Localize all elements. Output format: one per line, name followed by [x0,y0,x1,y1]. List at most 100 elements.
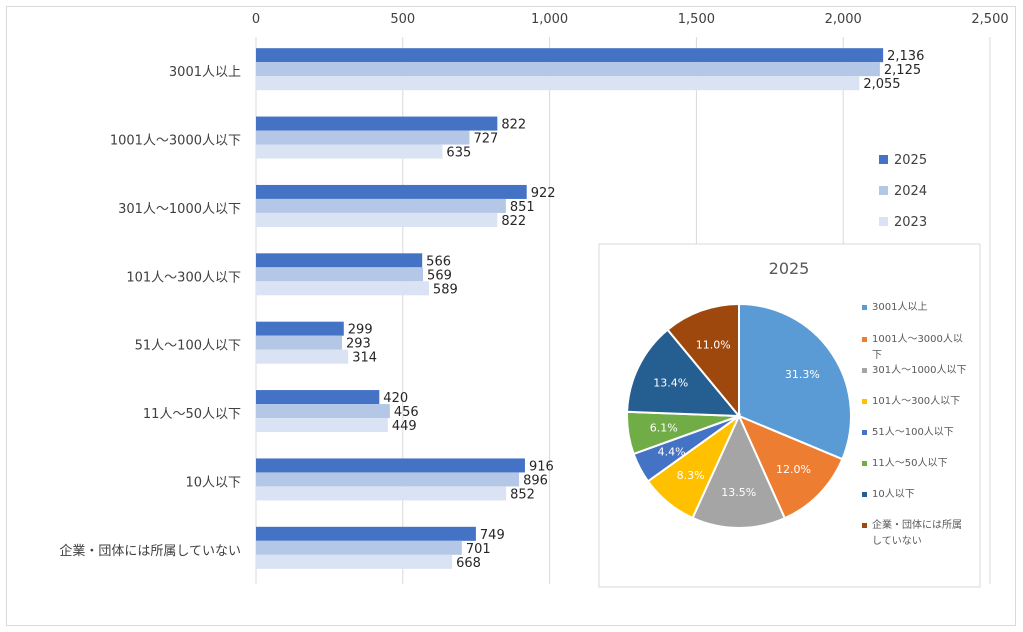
bar-2025 [256,390,380,405]
pie-value-label: 8.3% [677,469,705,482]
legend-swatch-2025 [879,155,888,164]
pie-value-label: 12.0% [776,463,811,476]
pie-legend-swatch [862,523,867,528]
pie-legend-label: 1001人～3000人以 [872,333,963,345]
bar-value-label: 822 [501,214,526,229]
pie-legend: 3001人以上 1001人～3000人以下 301人～1000人以下 101人～300… [862,301,967,547]
bar-2025 [256,48,884,63]
bar-2025 [256,526,476,541]
x-tick-label: 1,000 [531,12,568,27]
bar-2023 [256,418,388,433]
category-label: 企業・団体には所属していない [59,543,241,559]
pie-value-label: 31.3% [785,368,820,381]
bar-value-label: 2,055 [863,77,900,92]
pie-slice [691,413,787,529]
pie-legend-label: 企業・団体には所属 [872,518,962,531]
bar-2025 [256,253,423,268]
legend-swatch-2024 [879,186,888,195]
category-label: 101人～300人以下 [126,270,241,285]
category-label: 301人～1000人以下 [118,202,241,217]
pie-legend-label: していない [872,535,922,547]
category-label: 11人～50人以下 [143,407,241,422]
legend-label: 2025 [894,153,927,168]
pie-slice [737,414,844,520]
bar-value-label: 420 [383,391,408,406]
bar-value-label: 701 [466,542,491,557]
bar-2025 [256,458,525,473]
legend-swatch-2023 [879,217,888,226]
pie-legend-swatch [862,337,867,342]
legend-label: 2024 [894,184,927,199]
bar-2025 [256,321,344,336]
pie-legend-swatch [862,399,867,404]
pie-legend-label: 101人～300人以下 [872,395,960,407]
pie-value-labels: 31.3% 12.0% 13.5% 8.3% 4.4% 6.1% 13.4% 11.0% [650,338,820,499]
pie-legend-label: 下 [872,350,882,361]
bar-2024 [256,404,390,419]
bar-2023 [256,144,443,159]
bar-2023 [256,212,498,227]
bar-value-label: 822 [501,118,526,133]
pie-title: 2025 [769,259,810,278]
pie-legend-swatch [862,368,867,373]
pie-legend-label: 301人～1000人以下 [872,364,967,376]
bar-2023 [256,554,453,569]
x-tick-label: 2,500 [971,12,1008,27]
y-axis: 3001人以上 1001人～3000人以下 301人～1000人以下 101人～300… [59,37,257,584]
x-tick-label: 1,500 [678,12,715,27]
bar-value-label: 2,125 [884,63,921,78]
bar-2023 [256,281,429,296]
category-label: 51人～100人以下 [135,339,241,354]
bar-value-label: 922 [531,186,556,201]
bar-value-label: 449 [392,419,417,434]
bar-value-label: 589 [433,282,458,297]
pie-slice [738,302,852,461]
bar-2023 [256,349,349,364]
pie-legend-swatch [862,430,867,435]
bar-value-label: 566 [426,254,451,269]
bar-2024 [256,335,343,350]
pie-slice [666,302,740,419]
pie-legend-swatch [862,305,867,310]
bar-value-labels: 2,1362,1252,0558227276359228518225665695… [346,49,924,571]
x-tick-label: 2,000 [825,12,862,27]
bar-2025 [256,184,527,199]
bar-series [256,48,884,569]
bar-value-label: 852 [510,487,535,502]
category-label: 10人以下 [185,475,241,490]
category-label: 1001人～3000人以下 [110,134,241,149]
pie-legend-label: 11人～50人以下 [872,457,947,469]
pie-chart-panel: 2025 31.3% 12.0% 13.5% 8.3% 4.4% 6.1% 13.4% 11.… [598,243,981,588]
pie-value-label: 6.1% [650,422,678,435]
pie-slice [626,328,742,418]
bar-2024 [256,472,520,487]
chart-frame: 0 500 1,000 1,500 2,000 2,500 3001人以上 1001人～30… [6,6,1016,626]
pie-legend-label: 10人以下 [872,488,915,500]
pie-legend-swatch [862,492,867,497]
bar-value-label: 851 [510,200,535,215]
chart-canvas: 0 500 1,000 1,500 2,000 2,500 3001人以上 1001人～30… [59,12,1009,588]
bar-value-label: 896 [523,473,548,488]
bar-value-label: 749 [480,528,505,543]
bar-2024 [256,62,880,77]
pie-value-label: 13.5% [721,486,756,499]
pie-legend-label: 51人～100人以下 [872,426,954,438]
bar-value-label: 2,136 [887,49,924,64]
category-label: 3001人以上 [169,65,241,80]
pie-value-label: 11.0% [696,338,731,351]
bar-2024 [256,130,470,145]
bar-value-label: 727 [473,132,498,147]
bar-value-label: 314 [352,351,377,366]
bar-2023 [256,486,507,501]
x-tick-label: 0 [252,12,260,27]
bar-2023 [256,76,860,91]
bar-value-label: 299 [348,323,373,338]
pie-legend-label: 3001人以上 [872,301,927,313]
pie-value-label: 13.4% [653,376,688,389]
bar-value-label: 916 [529,459,554,474]
x-axis-ticks: 0 500 1,000 1,500 2,000 2,500 [252,12,1009,27]
bar-value-label: 293 [346,337,371,352]
pie-value-label: 4.4% [658,445,686,458]
bar-value-label: 668 [456,556,481,571]
pie-slices [626,302,852,529]
